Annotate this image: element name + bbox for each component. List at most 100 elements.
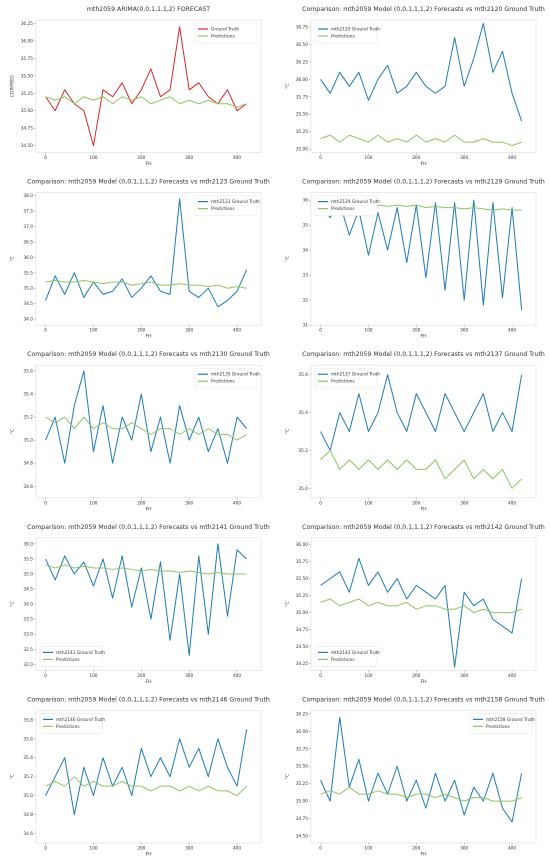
legend-label: Predictions	[56, 657, 80, 663]
chart: Comparison: mth2059 Model (0,0,1,1,1,2) …	[285, 351, 545, 512]
y-tick-label: 35.2	[298, 448, 308, 454]
chart: Comparison: mth2059 Model (0,0,1,1,1,2) …	[285, 6, 545, 167]
series-line	[320, 134, 522, 147]
x-tick-label: 100	[364, 155, 372, 161]
x-tick-label: 100	[364, 500, 372, 506]
x-tick-label: 0	[44, 500, 47, 506]
x-tick-label: 0	[44, 155, 47, 161]
series-line	[45, 776, 247, 797]
x-tick-label: 0	[319, 846, 322, 852]
y-tick-label: 34.5	[23, 301, 33, 307]
y-tick-label: 32.0	[23, 662, 33, 668]
legend-label: mth2142 Ground Truth	[331, 650, 380, 656]
y-tick-label: 35.0	[23, 571, 33, 577]
y-axis-label: °C	[10, 429, 16, 435]
legend-label: Predictions	[331, 379, 355, 385]
series-line	[45, 416, 247, 441]
y-tick-label: 35.50	[296, 764, 309, 770]
series-line	[320, 449, 522, 489]
y-tick-label: 35.2	[23, 415, 33, 421]
x-tick-label: 400	[233, 673, 241, 679]
x-tick-label: 400	[233, 500, 241, 506]
x-tick-label: 400	[508, 500, 516, 506]
legend-box	[194, 368, 258, 389]
x-axis-label: FH	[420, 334, 426, 340]
y-tick-label: 35	[303, 223, 309, 229]
y-tick-label: 34.8	[23, 812, 33, 818]
y-tick-label: 36.5	[23, 239, 33, 245]
chart-title: Comparison: mth2059 Model (0,0,1,1,1,2) …	[302, 6, 545, 13]
legend-box	[314, 22, 378, 44]
chart-title: Comparison: mth2059 Model (0,0,1,1,1,2) …	[302, 179, 545, 186]
x-tick-label: 200	[412, 846, 420, 852]
y-tick-label: 36.00	[296, 542, 309, 548]
y-tick-label: 32	[303, 298, 309, 304]
chart: Comparison: mth2059 Model (0,0,1,1,1,2) …	[285, 524, 545, 685]
y-tick-label: 35.50	[296, 112, 309, 118]
y-tick-label: 36.00	[21, 38, 34, 44]
x-tick-label: 100	[89, 155, 97, 161]
chart-title: Comparison: mth2059 Model (0,0,1,1,1,2) …	[302, 524, 545, 531]
x-tick-label: 100	[364, 846, 372, 852]
chart-title: Comparison: mth2059 Model (0,0,1,1,1,2) …	[27, 179, 270, 186]
y-tick-label: 34.25	[296, 661, 309, 667]
chart: Comparison: mth2059 Model (0,0,1,1,1,2) …	[285, 179, 545, 340]
x-tick-label: 300	[460, 328, 468, 334]
x-tick-label: 400	[233, 155, 241, 161]
legend-label: Ground Truth	[211, 27, 239, 33]
legend-box	[314, 195, 378, 216]
y-axis-label: °C	[285, 429, 291, 435]
x-tick-label: 200	[412, 155, 420, 161]
chart-title: Comparison: mth2059 Model (0,0,1,1,1,2) …	[27, 524, 270, 531]
y-tick-label: 36.75	[296, 24, 309, 30]
chart-title: Comparison: mth2059 Model (0,0,1,1,1,2) …	[302, 351, 545, 358]
legend-box	[314, 646, 378, 667]
x-tick-label: 200	[137, 328, 145, 334]
y-tick-label: 35.5	[23, 270, 33, 276]
y-tick-label: 35.00	[296, 799, 309, 805]
legend-box	[469, 713, 533, 734]
chart-title: Comparison: mth2059 Model (0,0,1,1,1,2) …	[302, 696, 545, 703]
series-line	[320, 22, 523, 122]
x-tick-label: 200	[412, 500, 420, 506]
y-tick-label: 34.50	[296, 644, 309, 650]
y-axis-label: °C	[285, 256, 291, 262]
x-tick-label: 400	[508, 155, 516, 161]
x-tick-label: 0	[319, 673, 322, 679]
chart-title: Comparison: mth2059 Model (0,0,1,1,1,2) …	[27, 351, 270, 358]
y-tick-label: 35.4	[23, 392, 33, 398]
y-tick-label: 36.25	[296, 711, 309, 717]
x-tick-label: 300	[460, 673, 468, 679]
y-tick-label: 35.00	[296, 147, 309, 153]
y-tick-label: 36.0	[23, 255, 33, 261]
y-tick-label: 35.0	[23, 793, 33, 799]
y-tick-label: 35.6	[23, 368, 33, 374]
legend-label: Predictions	[211, 379, 235, 385]
series-line	[320, 374, 523, 451]
legend-box	[194, 22, 258, 44]
x-tick-label: 400	[233, 328, 241, 334]
y-tick-label: 35.6	[298, 372, 308, 378]
y-tick-label: 36.00	[296, 77, 309, 83]
y-tick-label: 35.50	[296, 576, 309, 582]
series-line	[45, 370, 248, 464]
y-tick-label: 35.8	[23, 717, 33, 723]
x-tick-label: 400	[233, 846, 241, 852]
legend-label: mth2130 Ground Truth	[211, 372, 260, 378]
legend-box	[194, 195, 258, 216]
x-tick-label: 100	[364, 673, 372, 679]
y-tick-label: 35.25	[296, 781, 309, 787]
x-tick-label: 200	[137, 673, 145, 679]
x-tick-label: 300	[185, 673, 193, 679]
x-axis-label: FH	[420, 852, 426, 858]
legend-label: mth2123 Ground Truth	[211, 199, 260, 205]
series-line	[320, 557, 523, 668]
x-axis-label: FH	[145, 679, 151, 685]
legend-box	[314, 368, 378, 389]
series-line	[320, 598, 522, 614]
y-tick-label: 35.75	[296, 94, 309, 100]
y-tick-label: 31	[303, 323, 309, 329]
x-tick-label: 200	[412, 328, 420, 334]
x-tick-label: 400	[508, 846, 516, 852]
legend-label: Predictions	[331, 206, 355, 212]
